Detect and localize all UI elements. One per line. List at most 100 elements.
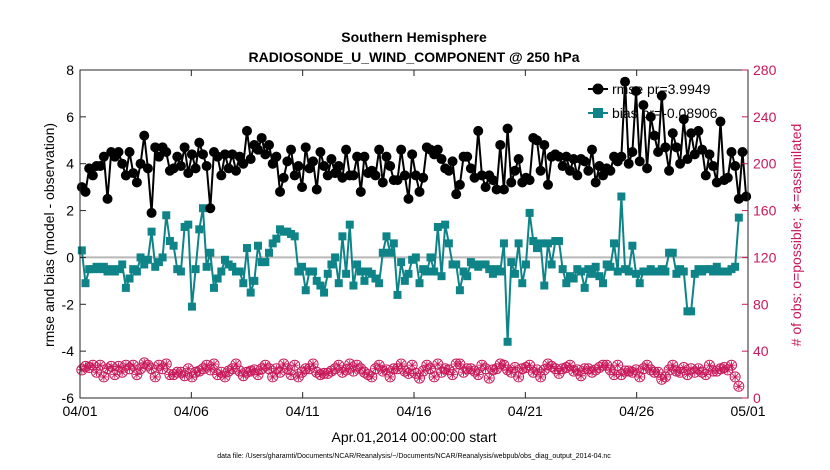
rmse-point <box>649 130 660 141</box>
obs-assimilated-marker <box>734 382 743 391</box>
bias-point <box>455 286 464 295</box>
obs-assimilated-marker <box>551 364 560 373</box>
rmse-point <box>590 177 601 188</box>
bias-point <box>243 244 251 253</box>
obs-assimilated-marker <box>140 358 149 367</box>
bias-point <box>312 276 321 285</box>
rmse-point <box>627 147 638 157</box>
rmse-point <box>297 182 308 193</box>
obs-assimilated-marker <box>683 370 692 379</box>
obs-assimilated-marker <box>466 364 475 373</box>
bias-point <box>628 241 637 250</box>
obs-assimilated-marker <box>701 370 710 379</box>
obs-assimilated-marker <box>231 360 240 369</box>
obs-assimilated-marker <box>705 361 714 370</box>
bias-point <box>353 260 362 269</box>
bias-point <box>378 248 387 257</box>
bias-point <box>356 267 365 276</box>
bias-point <box>624 267 633 276</box>
obs-possible-marker <box>575 370 587 382</box>
bias-point <box>162 211 171 220</box>
rmse-point <box>671 142 682 153</box>
rmse-point <box>476 170 487 181</box>
bias-point <box>331 253 340 262</box>
bias-point <box>261 258 270 267</box>
rmse-point <box>381 151 392 162</box>
obs-assimilated-marker <box>485 374 494 383</box>
x-tick-label: 04/16 <box>396 403 431 419</box>
obs-assimilated-marker <box>360 368 369 377</box>
rmse-point <box>139 130 150 141</box>
obs-possible-marker <box>259 359 271 371</box>
rmse-point <box>348 170 359 181</box>
bias-point <box>731 262 740 271</box>
rmse-point <box>179 142 190 153</box>
bias-point <box>499 239 508 248</box>
rmse-point <box>667 128 678 139</box>
rmse-point <box>153 151 164 162</box>
rmse-point <box>605 165 616 176</box>
obs-assimilated-marker <box>606 365 615 374</box>
bias-point <box>165 237 174 246</box>
obs-assimilated-marker <box>103 364 112 373</box>
obs-assimilated-marker <box>110 370 119 379</box>
bias-series <box>77 192 743 346</box>
bias-point <box>404 269 413 278</box>
rmse-point <box>502 123 513 134</box>
bias-point <box>514 239 523 248</box>
rmse-point <box>579 156 590 167</box>
rmse-point <box>620 76 631 87</box>
y-tick-label: -6 <box>62 390 75 406</box>
obs-assimilated-marker <box>316 370 325 379</box>
bias-point <box>169 241 178 250</box>
obs-assimilated-marker <box>635 372 644 381</box>
bias-point <box>532 244 541 253</box>
rmse-point <box>623 158 634 169</box>
y2-axis-label: # of obs: o=possible; ∗=assimilated <box>788 124 804 347</box>
bias-point <box>323 269 332 278</box>
bias-point <box>610 239 619 248</box>
rmse-point <box>660 142 671 153</box>
obs-assimilated-marker <box>364 370 373 379</box>
obs-assimilated-marker <box>129 361 138 370</box>
obs-assimilated-marker <box>433 360 442 369</box>
obs-assimilated-marker <box>455 360 464 369</box>
x-tick-label: 04/01 <box>62 403 97 419</box>
bias-point <box>213 274 222 283</box>
bias-point <box>547 260 556 269</box>
obs-assimilated-marker <box>224 367 233 376</box>
x-tick-label: 04/11 <box>286 403 320 419</box>
obs-assimilated-marker <box>309 360 318 369</box>
rmse-point <box>454 179 465 190</box>
obs-assimilated-marker <box>191 368 200 377</box>
x-tick-label: 05/01 <box>730 403 765 419</box>
obs-assimilated-marker <box>411 369 420 378</box>
obs-possible-marker <box>179 370 191 382</box>
rmse-point <box>568 154 579 165</box>
obs-assimilated-marker <box>536 372 545 381</box>
bias-point <box>121 283 130 292</box>
chart-title-line1: Southern Hemisphere <box>341 29 487 45</box>
obs-assimilated-marker <box>217 368 226 377</box>
x-tick-label: 04/21 <box>508 403 543 419</box>
obs-possible-marker <box>469 365 481 377</box>
rmse-point <box>146 207 157 218</box>
obs-assimilated-marker <box>610 370 619 379</box>
obs-assimilated-marker <box>547 362 556 371</box>
obs-assimilated-marker <box>415 374 424 383</box>
obs-assimilated-marker <box>312 368 321 377</box>
bias-point <box>382 232 391 241</box>
rmse-point <box>535 165 546 176</box>
obs-assimilated-marker <box>668 361 677 370</box>
obs-possible-marker <box>296 366 308 378</box>
obs-assimilated-marker <box>654 368 663 377</box>
y-tick-label: 4 <box>66 156 74 172</box>
obs-assimilated-marker <box>338 368 347 377</box>
obs-assimilated-marker <box>624 367 633 376</box>
bias-point <box>140 260 149 269</box>
rmse-point <box>161 147 172 157</box>
rmse-point <box>128 168 139 179</box>
bias-point <box>220 255 229 264</box>
bias-point <box>309 267 318 276</box>
rmse-point <box>722 172 733 183</box>
